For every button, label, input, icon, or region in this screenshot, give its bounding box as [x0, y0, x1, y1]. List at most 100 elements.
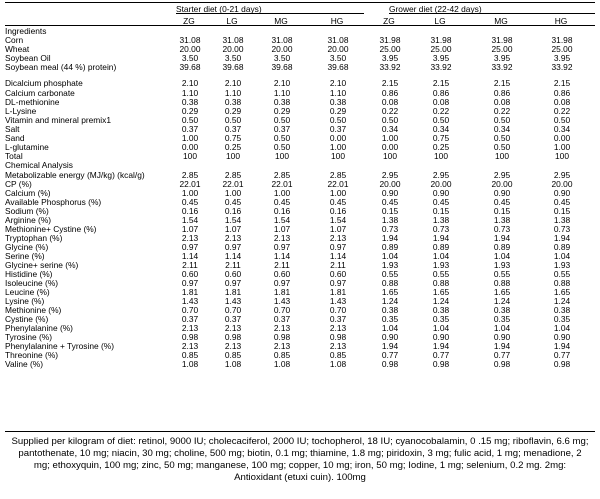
table-cell: 0.22 — [493, 106, 511, 116]
table-cell: 1.00 — [329, 142, 347, 152]
table-cell: 2.95 — [493, 170, 511, 180]
table-cell: 0.70 — [273, 305, 291, 315]
table-cell: 2.13 — [181, 341, 199, 351]
table-cell: 1.04 — [493, 323, 511, 333]
table-cell: 3.50 — [273, 53, 291, 63]
table-cell: 1.93 — [553, 260, 571, 270]
table-cell: 3.50 — [181, 53, 199, 63]
table-row: Methionine+ Cystine (%) 1.07 1.07 1.07 1.07 0… — [5, 224, 595, 234]
table-cell: 1.08 — [181, 359, 199, 369]
table-cell: 33.92 — [551, 62, 573, 72]
table-cell: 1.81 — [224, 287, 242, 297]
table-cell: 1.14 — [181, 251, 199, 261]
table-row: Corn 31.08 31.08 31.08 31.08 31.98 31.98 31.98 3… — [5, 35, 595, 45]
row-label: Corn — [5, 35, 24, 45]
table-cell: 0.35 — [381, 314, 399, 324]
table-cell: 2.13 — [181, 323, 199, 333]
table-cell: 0.50 — [181, 115, 199, 125]
row-label: L-glutamine — [5, 142, 49, 152]
table-row: Tryptophan (%) 2.13 2.13 2.13 2.13 1.94 1.94 1.… — [5, 233, 595, 243]
group-mg-starter: MG — [274, 16, 288, 26]
table-cell: 31.98 — [430, 35, 452, 45]
row-label: Wheat — [5, 44, 30, 54]
table-cell: 2.85 — [224, 170, 242, 180]
group-mg-grower: MG — [494, 16, 508, 26]
row-label: Histidine (%) — [5, 269, 53, 279]
table-cell: 0.75 — [432, 133, 450, 143]
table-cell: 1.94 — [553, 233, 571, 243]
row-label: Vitamin and mineral premix1 — [5, 115, 111, 125]
table-cell: 1.04 — [381, 323, 399, 333]
table-cell: 2.11 — [274, 260, 290, 270]
table-row: Glycine (%) 0.97 0.97 0.97 0.97 0.89 0.89 0.89 0… — [5, 242, 595, 252]
table-cell: 2.10 — [224, 78, 242, 88]
table-cell: 0.88 — [381, 278, 399, 288]
table-cell: 0.38 — [224, 97, 242, 107]
table-row: Sodium (%) 0.16 0.16 0.16 0.16 0.15 0.15 0.15 0.… — [5, 206, 595, 216]
table-cell: 2.15 — [493, 78, 511, 88]
table-row: Phenylalanine + Tyrosine (%) 2.13 2.13 2.13… — [5, 341, 595, 351]
table-cell: 1.00 — [381, 133, 399, 143]
table-cell: 2.85 — [181, 170, 199, 180]
table-cell: 3.95 — [381, 53, 399, 63]
table-row: Calcium (%) 1.00 1.00 1.00 1.00 0.90 0.90 0.90 0… — [5, 188, 595, 198]
table-cell: 1.04 — [553, 251, 571, 261]
table-row: Calcium carbonate 1.10 1.10 1.10 1.10 0.86 0.8… — [5, 88, 595, 98]
row-label: Methionine+ Cystine (%) — [5, 224, 97, 234]
table-cell: 0.60 — [273, 269, 291, 279]
table-cell: 0.34 — [432, 124, 450, 134]
table-cell: 0.45 — [224, 197, 242, 207]
table-cell: 0.35 — [432, 314, 450, 324]
table-cell: 100 — [275, 151, 289, 161]
table-cell: 0.25 — [432, 142, 450, 152]
table-cell: 20.00 — [327, 44, 349, 54]
table-cell: 25.00 — [551, 44, 573, 54]
table-row: CP (%) 22.01 22.01 22.01 22.01 20.00 20.00 20.0… — [5, 179, 595, 189]
table-cell: 0.50 — [553, 115, 571, 125]
table-cell: 0.98 — [432, 359, 450, 369]
row-label: Isoleucine (%) — [5, 278, 59, 288]
table-cell: 20.00 — [551, 179, 573, 189]
row-label: Sodium (%) — [5, 206, 49, 216]
table-cell: 0.25 — [224, 142, 242, 152]
row-label: Methionine (%) — [5, 305, 62, 315]
row-label: Calcium (%) — [5, 188, 51, 198]
table-cell: 0.50 — [381, 115, 399, 125]
table-cell: 0.98 — [273, 332, 291, 342]
table-cell: 0.89 — [553, 242, 571, 252]
table-cell: 0.55 — [432, 269, 450, 279]
table-cell: 1.14 — [273, 251, 291, 261]
table-cell: 1.94 — [553, 341, 571, 351]
group-hg-grower: HG — [554, 16, 568, 26]
table-cell: 31.98 — [491, 35, 513, 45]
table-row: Tyrosine (%) 0.98 0.98 0.98 0.98 0.90 0.90 0.90… — [5, 332, 595, 342]
table-cell: 100 — [434, 151, 448, 161]
top-rule — [5, 2, 595, 3]
table-cell: 0.85 — [273, 350, 291, 360]
row-label: Serine (%) — [5, 251, 45, 261]
table-cell: 0.97 — [329, 242, 347, 252]
table-row: Lysine (%) 1.43 1.43 1.43 1.43 1.24 1.24 1.24 1.… — [5, 296, 595, 306]
table-cell: 1.10 — [181, 88, 199, 98]
row-label: Sand — [5, 133, 25, 143]
row-label: Calcium carbonate — [5, 88, 75, 98]
table-cell: 2.10 — [181, 78, 199, 88]
table-cell: 1.00 — [181, 188, 199, 198]
table-cell: 0.73 — [381, 224, 399, 234]
table-cell: 1.07 — [224, 224, 242, 234]
table-cell: 3.95 — [432, 53, 450, 63]
table-cell: 0.73 — [432, 224, 450, 234]
table-cell: 0.88 — [553, 278, 571, 288]
table-cell: 3.95 — [553, 53, 571, 63]
table-cell: 0.45 — [381, 197, 399, 207]
row-label: Lysine (%) — [5, 296, 45, 306]
table-cell: 0.38 — [553, 305, 571, 315]
table-cell: 0.77 — [493, 350, 511, 360]
table-cell: 0.90 — [381, 188, 399, 198]
row-label: Total — [5, 151, 23, 161]
table-cell: 1.10 — [224, 88, 242, 98]
table-cell: 1.00 — [224, 188, 242, 198]
table-row: Arginine (%) 1.54 1.54 1.54 1.54 1.38 1.38 1.38… — [5, 215, 595, 225]
table-cell: 1.14 — [329, 251, 347, 261]
